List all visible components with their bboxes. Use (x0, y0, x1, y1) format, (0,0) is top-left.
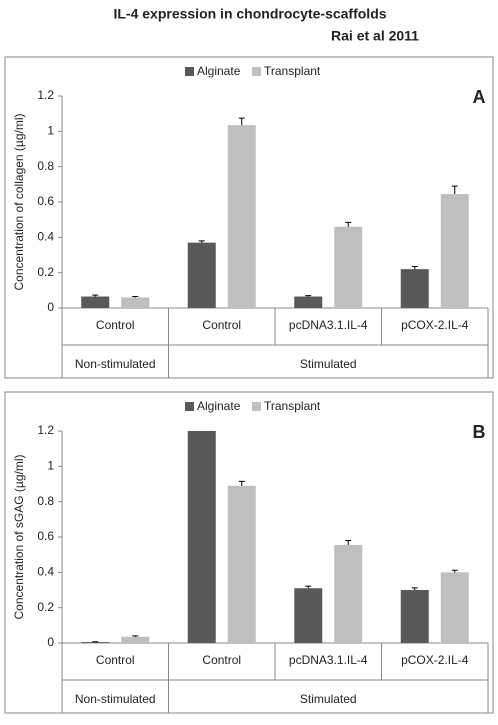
x-tick-label: pCOX-2.IL-4 (401, 318, 469, 332)
y-tick-label: 1 (47, 459, 54, 473)
legend-swatch (185, 67, 194, 76)
error-bar (411, 587, 418, 590)
error-bar (451, 569, 458, 573)
bar (121, 297, 150, 308)
bar (334, 226, 363, 308)
error-bar (238, 117, 245, 126)
bar (227, 485, 256, 643)
x-tick-label: Control (96, 653, 135, 667)
x-tick-label: pcDNA3.1.IL-4 (289, 318, 368, 332)
y-tick-label: 0 (47, 635, 54, 649)
group-label: Non-stimulated (75, 692, 156, 706)
bar (81, 296, 110, 308)
legend-swatch (252, 402, 261, 411)
y-tick-label: 0.2 (37, 600, 54, 614)
legend-label: Alginate (197, 64, 241, 78)
error-bar (198, 240, 205, 243)
legend-swatch (252, 67, 261, 76)
y-tick-label: 0.4 (37, 230, 54, 244)
bar (121, 636, 150, 643)
group-label: Stimulated (300, 357, 357, 371)
bar (400, 269, 429, 308)
y-tick-label: 0.6 (37, 529, 54, 543)
y-tick-label: 0.2 (37, 265, 54, 279)
bar (227, 125, 256, 309)
error-bar (238, 480, 245, 486)
bar (294, 588, 323, 643)
error-bar (451, 185, 458, 195)
y-tick-label: 1.2 (37, 88, 54, 102)
y-axis-label: Concentration of collagen (µg/ml) (12, 113, 26, 290)
y-tick-label: 1.2 (37, 423, 54, 437)
group-label: Non-stimulated (75, 357, 156, 371)
x-tick-label: pCOX-2.IL-4 (401, 653, 469, 667)
bar (400, 590, 429, 643)
error-bar (411, 265, 418, 270)
bar (294, 296, 323, 308)
bar (440, 194, 469, 308)
y-tick-label: 0.4 (37, 565, 54, 579)
panel-border (4, 391, 494, 714)
bar (81, 642, 110, 643)
group-label: Stimulated (300, 692, 357, 706)
bar (187, 242, 216, 308)
error-bar (132, 296, 139, 298)
error-bar (132, 635, 139, 637)
error-bar (92, 294, 99, 297)
y-tick-label: 0.8 (37, 159, 54, 173)
y-tick-label: 0.6 (37, 194, 54, 208)
y-axis-label: Concentration of sGAG (µg/ml) (12, 455, 26, 620)
panel-label: A (473, 87, 486, 107)
x-tick-label: pcDNA3.1.IL-4 (289, 653, 368, 667)
error-bar (345, 221, 352, 227)
y-tick-label: 0.8 (37, 494, 54, 508)
subtitle: Rai et al 2011 (331, 28, 419, 44)
panel-border (4, 56, 494, 379)
error-bar (305, 295, 312, 297)
panel-label: B (473, 422, 486, 442)
title: IL-4 expression in chondrocyte-scaffolds (113, 6, 386, 22)
error-bar (345, 540, 352, 545)
x-tick-label: Control (202, 318, 241, 332)
legend-swatch (185, 402, 194, 411)
x-tick-label: Control (202, 653, 241, 667)
legend-label: Transplant (264, 399, 321, 413)
x-tick-label: Control (96, 318, 135, 332)
error-bar (305, 585, 312, 589)
bar (187, 431, 216, 643)
legend-label: Transplant (264, 64, 321, 78)
bar (440, 572, 469, 643)
y-tick-label: 1 (47, 124, 54, 138)
bar (334, 544, 363, 643)
legend-label: Alginate (197, 399, 241, 413)
y-tick-label: 0 (47, 300, 54, 314)
